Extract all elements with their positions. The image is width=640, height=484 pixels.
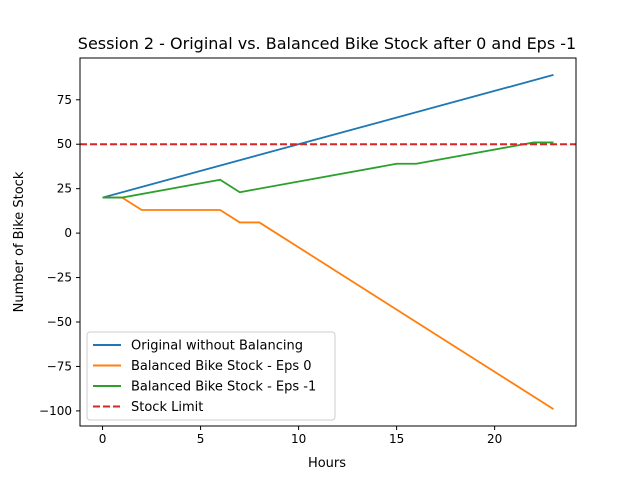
x-tick-label: 10: [291, 432, 306, 446]
legend-label-balanced-bike-stock-eps-1: Balanced Bike Stock - Eps -1: [131, 380, 316, 395]
y-tick-label: −75: [47, 359, 72, 373]
y-tick-label: 75: [57, 93, 72, 107]
y-tick-label: −100: [39, 404, 72, 418]
y-axis-label: Number of Bike Stock: [12, 171, 27, 312]
y-tick-label: 0: [64, 226, 72, 240]
x-tick-label: 15: [389, 432, 404, 446]
y-tick-label: 50: [57, 137, 72, 151]
legend-label-stock-limit: Stock Limit: [131, 400, 203, 415]
y-tick-label: −50: [47, 315, 72, 329]
chart-title: Session 2 - Original vs. Balanced Bike S…: [78, 34, 576, 53]
x-axis-label: Hours: [308, 456, 346, 471]
y-tick-label: −25: [47, 271, 72, 285]
plot-area-frame: [79, 57, 577, 427]
legend-label-original-without-balancing: Original without Balancing: [131, 339, 303, 354]
y-tick-label: 25: [57, 182, 72, 196]
legend: Original without Balancing Balanced Bike …: [86, 331, 336, 421]
series-line-balanced-bike-stock-eps-0: [102, 196, 554, 410]
x-tick-label: 0: [99, 432, 107, 446]
series-lines: [80, 74, 576, 410]
legend-box: [86, 331, 336, 421]
axis-ticks: 0 5 10 15 20 −100 −75 −50 −25 0 25 50 75: [39, 93, 502, 446]
series-line-balanced-bike-stock-eps-1: [102, 141, 554, 199]
x-tick-label: 5: [197, 432, 205, 446]
series-line-original-without-balancing: [102, 74, 554, 199]
legend-label-balanced-bike-stock-eps-0: Balanced Bike Stock - Eps 0: [131, 359, 312, 374]
x-tick-label: 20: [487, 432, 502, 446]
